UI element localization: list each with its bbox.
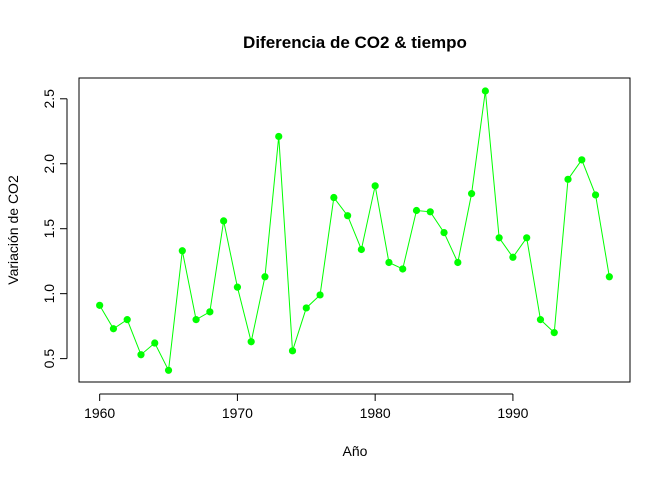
data-point — [96, 301, 104, 309]
y-tick-label: 2.0 — [41, 154, 57, 174]
x-axis: 1960 1970 1980 1990 — [84, 393, 529, 421]
data-point — [137, 351, 145, 359]
series-line — [99, 90, 610, 373]
series-group — [96, 87, 613, 374]
data-point — [605, 273, 613, 281]
data-point — [344, 212, 352, 220]
data-point — [288, 347, 297, 355]
y-tick-label: 1.5 — [41, 219, 57, 239]
data-point — [591, 191, 600, 199]
y-tick-label: 2.5 — [41, 89, 57, 109]
data-point — [440, 228, 448, 237]
data-point — [495, 234, 503, 242]
data-point — [123, 316, 131, 324]
y-tick-label: 1.0 — [41, 284, 57, 304]
data-point — [536, 316, 545, 324]
data-point — [151, 339, 159, 347]
x-tick-label: 1960 — [84, 405, 115, 421]
data-point — [578, 156, 586, 164]
data-point — [275, 132, 283, 141]
data-point — [357, 245, 365, 254]
data-point — [178, 247, 186, 255]
y-axis: 0.5 1.0 1.5 2.0 2.5 — [41, 89, 68, 369]
x-tick-label: 1990 — [497, 405, 528, 421]
chart-title: Diferencia de CO2 & tiempo — [243, 33, 467, 52]
data-point — [426, 208, 434, 216]
data-point — [233, 283, 242, 291]
data-point — [564, 175, 572, 183]
y-axis-label: Variación de CO2 — [5, 175, 21, 285]
data-point — [192, 316, 200, 324]
data-point — [109, 325, 118, 333]
plot-area-frame — [78, 77, 631, 383]
x-axis-label: Año — [343, 443, 368, 459]
x-tick-label: 1980 — [360, 405, 391, 421]
data-point — [261, 273, 269, 281]
data-point — [302, 304, 310, 312]
data-point — [399, 265, 407, 273]
data-point — [247, 338, 255, 346]
data-point — [481, 87, 489, 95]
data-point — [467, 190, 476, 198]
x-tick-label: 1970 — [222, 405, 253, 421]
data-point — [550, 329, 558, 337]
data-point — [412, 206, 421, 215]
data-point — [385, 258, 393, 267]
data-point — [316, 291, 324, 299]
data-point — [509, 253, 517, 261]
data-point — [330, 193, 338, 202]
y-tick-label: 0.5 — [41, 349, 57, 369]
data-point — [220, 217, 228, 225]
data-point — [523, 234, 531, 242]
data-point — [164, 366, 173, 374]
data-point — [206, 308, 214, 316]
data-point — [371, 182, 379, 190]
data-point — [454, 258, 462, 267]
